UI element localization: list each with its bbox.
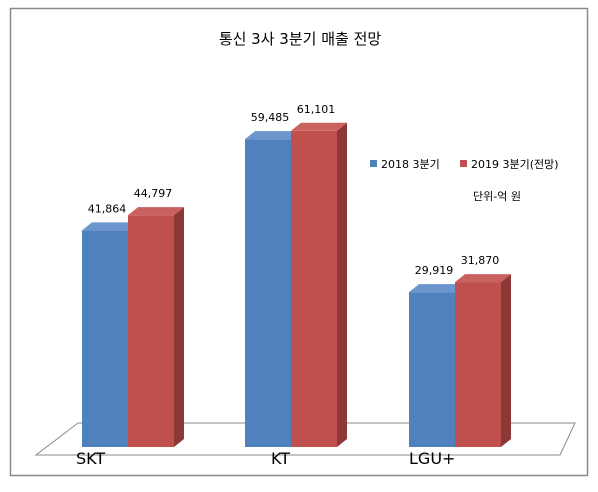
- legend-label-2018: 2018 3분기: [381, 158, 440, 171]
- bar-top: [291, 122, 347, 131]
- data-label-kt-1: 61,101: [297, 103, 336, 116]
- data-label-skt-0: 41,864: [88, 202, 127, 215]
- data-label-lguplus-1: 31,870: [461, 254, 500, 267]
- data-label-lguplus-0: 29,919: [415, 264, 454, 277]
- bar-front: [409, 292, 455, 447]
- data-label-skt-1: 44,797: [134, 187, 173, 200]
- bar-top: [128, 207, 184, 216]
- unit-note: 단위-억 원: [473, 190, 521, 203]
- bar-top: [82, 222, 138, 231]
- bar-side: [174, 207, 184, 447]
- legend-swatch-2019: [460, 160, 467, 167]
- category-label-kt: KT: [271, 449, 290, 468]
- bar-side: [337, 122, 347, 448]
- bar-side: [501, 274, 511, 447]
- bar-top: [245, 131, 301, 140]
- category-label-skt: SKT: [76, 449, 105, 468]
- bar-kt-series-1: [291, 122, 347, 448]
- chart-title: 통신 3사 3분기 매출 전망: [219, 30, 382, 48]
- bar-top: [455, 274, 511, 283]
- bar-front: [82, 230, 128, 447]
- legend: 2018 3분기 2019 3분기(전망) 단위-억 원: [370, 158, 559, 203]
- bar-skt-series-1: [128, 207, 184, 447]
- legend-swatch-2018: [370, 160, 377, 167]
- bar-lguplus-series-1: [455, 274, 511, 447]
- data-label-kt-0: 59,485: [251, 111, 290, 124]
- bar-front: [291, 130, 337, 448]
- bars-layer: [82, 122, 511, 448]
- bar-front: [245, 139, 291, 447]
- bar-front: [455, 282, 501, 447]
- bar-front: [128, 215, 174, 447]
- labels-layer: 41,864 44,797 SKT 59,485 61,101 KT 29,919 31,87…: [76, 103, 499, 468]
- category-label-lguplus: LGU+: [409, 449, 455, 468]
- bar-top: [409, 284, 465, 293]
- legend-label-2019: 2019 3분기(전망): [471, 158, 559, 171]
